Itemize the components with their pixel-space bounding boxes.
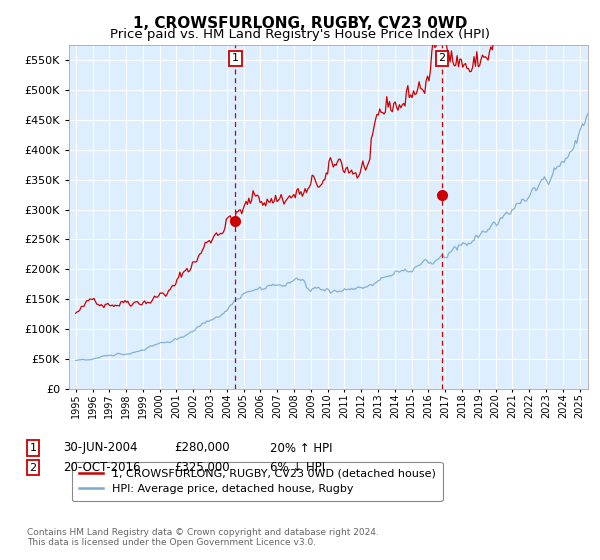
Text: £280,000: £280,000 [174, 441, 230, 455]
Text: 6% ↓ HPI: 6% ↓ HPI [270, 461, 325, 474]
Text: 1, CROWSFURLONG, RUGBY, CV23 0WD: 1, CROWSFURLONG, RUGBY, CV23 0WD [133, 16, 467, 31]
Text: 1: 1 [29, 443, 37, 453]
Text: 1: 1 [232, 53, 239, 63]
Text: Contains HM Land Registry data © Crown copyright and database right 2024.: Contains HM Land Registry data © Crown c… [27, 528, 379, 536]
Text: 30-JUN-2004: 30-JUN-2004 [63, 441, 137, 455]
Text: This data is licensed under the Open Government Licence v3.0.: This data is licensed under the Open Gov… [27, 538, 316, 547]
Text: 2: 2 [439, 53, 445, 63]
Text: 20% ↑ HPI: 20% ↑ HPI [270, 441, 332, 455]
Text: 2: 2 [29, 463, 37, 473]
Text: Price paid vs. HM Land Registry's House Price Index (HPI): Price paid vs. HM Land Registry's House … [110, 28, 490, 41]
Text: 20-OCT-2016: 20-OCT-2016 [63, 461, 140, 474]
Legend: 1, CROWSFURLONG, RUGBY, CV23 0WD (detached house), HPI: Average price, detached : 1, CROWSFURLONG, RUGBY, CV23 0WD (detach… [72, 462, 443, 501]
Text: £325,000: £325,000 [174, 461, 230, 474]
